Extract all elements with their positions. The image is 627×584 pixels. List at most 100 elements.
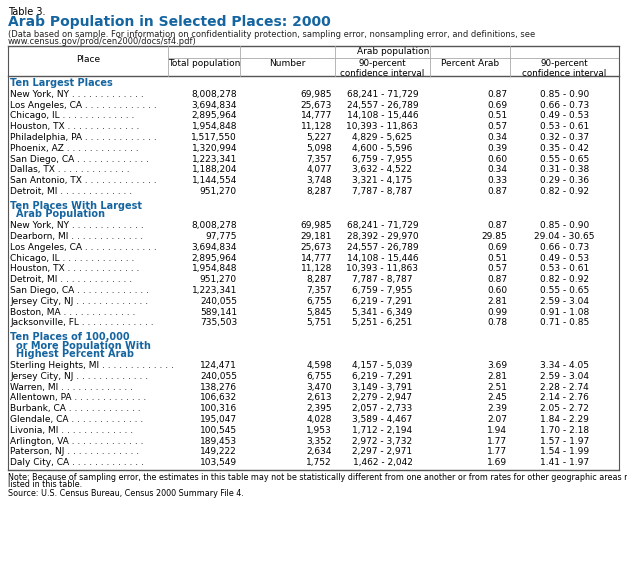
Text: 3,470: 3,470 <box>307 383 332 391</box>
Text: 2.51: 2.51 <box>487 383 507 391</box>
Text: 106,632: 106,632 <box>200 393 237 402</box>
Text: Paterson, NJ . . . . . . . . . . . . .: Paterson, NJ . . . . . . . . . . . . . <box>10 447 139 456</box>
Text: 2.81: 2.81 <box>487 297 507 305</box>
Text: 951,270: 951,270 <box>200 275 237 284</box>
Text: 124,471: 124,471 <box>200 361 237 370</box>
Text: 6,759 - 7,955: 6,759 - 7,955 <box>352 155 413 164</box>
Text: San Diego, CA . . . . . . . . . . . . .: San Diego, CA . . . . . . . . . . . . . <box>10 155 149 164</box>
Text: 5,341 - 6,349: 5,341 - 6,349 <box>352 308 413 317</box>
Text: Houston, TX . . . . . . . . . . . . .: Houston, TX . . . . . . . . . . . . . <box>10 265 139 273</box>
Text: 0.53 - 0.61: 0.53 - 0.61 <box>540 265 589 273</box>
Text: Warren, MI . . . . . . . . . . . . .: Warren, MI . . . . . . . . . . . . . <box>10 383 133 391</box>
Text: 0.60: 0.60 <box>487 286 507 295</box>
Text: Sterling Heights, MI . . . . . . . . . . . . .: Sterling Heights, MI . . . . . . . . . .… <box>10 361 174 370</box>
Text: 0.78: 0.78 <box>487 318 507 327</box>
Text: 68,241 - 71,729: 68,241 - 71,729 <box>347 90 418 99</box>
Text: 6,755: 6,755 <box>306 371 332 381</box>
Text: or More Population With: or More Population With <box>16 340 151 350</box>
Text: Percent Arab: Percent Arab <box>441 59 499 68</box>
Text: New York, NY . . . . . . . . . . . . .: New York, NY . . . . . . . . . . . . . <box>10 221 144 230</box>
Text: 3,321 - 4,175: 3,321 - 4,175 <box>352 176 413 185</box>
Text: Los Angeles, CA . . . . . . . . . . . . .: Los Angeles, CA . . . . . . . . . . . . … <box>10 243 157 252</box>
Text: Daly City, CA . . . . . . . . . . . . .: Daly City, CA . . . . . . . . . . . . . <box>10 458 144 467</box>
Text: 735,503: 735,503 <box>200 318 237 327</box>
Text: 11,128: 11,128 <box>300 265 332 273</box>
Text: 0.33: 0.33 <box>487 176 507 185</box>
Text: (Data based on sample. For information on confidentiality protection, sampling e: (Data based on sample. For information o… <box>8 30 535 39</box>
Text: 6,219 - 7,291: 6,219 - 7,291 <box>352 371 413 381</box>
Text: 1,953: 1,953 <box>306 426 332 434</box>
Text: Detroit, MI . . . . . . . . . . . . .: Detroit, MI . . . . . . . . . . . . . <box>10 187 132 196</box>
Text: 28,392 - 29,970: 28,392 - 29,970 <box>347 232 418 241</box>
Text: Ten Places of 100,000: Ten Places of 100,000 <box>10 332 130 342</box>
Text: Chicago, IL . . . . . . . . . . . . .: Chicago, IL . . . . . . . . . . . . . <box>10 112 134 120</box>
Text: 7,357: 7,357 <box>306 286 332 295</box>
Text: 1,954,848: 1,954,848 <box>191 265 237 273</box>
Text: 14,777: 14,777 <box>300 112 332 120</box>
Text: 2,895,964: 2,895,964 <box>191 112 237 120</box>
Text: 90-percent
confidence interval: 90-percent confidence interval <box>340 59 424 78</box>
Text: Houston, TX . . . . . . . . . . . . .: Houston, TX . . . . . . . . . . . . . <box>10 122 139 131</box>
Text: 8,008,278: 8,008,278 <box>191 90 237 99</box>
Text: 240,055: 240,055 <box>200 297 237 305</box>
Text: Ten Largest Places: Ten Largest Places <box>10 78 113 88</box>
Text: 2.14 - 2.76: 2.14 - 2.76 <box>540 393 589 402</box>
Text: 0.34: 0.34 <box>487 165 507 175</box>
Text: Number: Number <box>270 59 306 68</box>
Text: 0.66 - 0.73: 0.66 - 0.73 <box>540 100 589 110</box>
Text: 2,057 - 2,733: 2,057 - 2,733 <box>352 404 413 413</box>
Text: 8,008,278: 8,008,278 <box>191 221 237 230</box>
Text: San Diego, CA . . . . . . . . . . . . .: San Diego, CA . . . . . . . . . . . . . <box>10 286 149 295</box>
Text: 0.53 - 0.61: 0.53 - 0.61 <box>540 122 589 131</box>
Text: 240,055: 240,055 <box>200 371 237 381</box>
Text: 29.85: 29.85 <box>482 232 507 241</box>
Text: 2.05 - 2.72: 2.05 - 2.72 <box>540 404 589 413</box>
Text: 100,316: 100,316 <box>200 404 237 413</box>
Text: 10,393 - 11,863: 10,393 - 11,863 <box>347 265 418 273</box>
Text: 8,287: 8,287 <box>307 275 332 284</box>
Text: 0.60: 0.60 <box>487 155 507 164</box>
Text: listed in this table.: listed in this table. <box>8 480 82 489</box>
Text: Allentown, PA . . . . . . . . . . . . .: Allentown, PA . . . . . . . . . . . . . <box>10 393 146 402</box>
Text: 6,759 - 7,955: 6,759 - 7,955 <box>352 286 413 295</box>
Text: 2.07: 2.07 <box>487 415 507 424</box>
Text: 0.51: 0.51 <box>487 112 507 120</box>
Text: 3,149 - 3,791: 3,149 - 3,791 <box>352 383 413 391</box>
Text: 14,108 - 15,446: 14,108 - 15,446 <box>347 112 418 120</box>
Text: 0.57: 0.57 <box>487 122 507 131</box>
Text: 4,077: 4,077 <box>307 165 332 175</box>
Text: 5,098: 5,098 <box>306 144 332 153</box>
Text: Burbank, CA . . . . . . . . . . . . .: Burbank, CA . . . . . . . . . . . . . <box>10 404 140 413</box>
Text: 2,279 - 2,947: 2,279 - 2,947 <box>352 393 413 402</box>
Text: Note: Because of sampling error, the estimates in this table may not be statisti: Note: Because of sampling error, the est… <box>8 473 627 482</box>
Text: 0.66 - 0.73: 0.66 - 0.73 <box>540 243 589 252</box>
Text: 1,223,341: 1,223,341 <box>192 155 237 164</box>
Text: 0.87: 0.87 <box>487 275 507 284</box>
Text: 2,895,964: 2,895,964 <box>191 253 237 262</box>
Text: 68,241 - 71,729: 68,241 - 71,729 <box>347 221 418 230</box>
Text: Arab Population in Selected Places: 2000: Arab Population in Selected Places: 2000 <box>8 15 331 29</box>
Text: 5,251 - 6,251: 5,251 - 6,251 <box>352 318 413 327</box>
Text: Boston, MA . . . . . . . . . . . . .: Boston, MA . . . . . . . . . . . . . <box>10 308 135 317</box>
Text: Arab population: Arab population <box>357 47 429 56</box>
Text: Detroit, MI . . . . . . . . . . . . .: Detroit, MI . . . . . . . . . . . . . <box>10 275 132 284</box>
Text: 138,276: 138,276 <box>200 383 237 391</box>
Text: 1,712 - 2,194: 1,712 - 2,194 <box>352 426 413 434</box>
Text: 3,352: 3,352 <box>307 436 332 446</box>
Text: 3.69: 3.69 <box>487 361 507 370</box>
Text: 4,600 - 5,596: 4,600 - 5,596 <box>352 144 413 153</box>
Text: 29.04 - 30.65: 29.04 - 30.65 <box>534 232 595 241</box>
Text: Dearborn, MI . . . . . . . . . . . . .: Dearborn, MI . . . . . . . . . . . . . <box>10 232 143 241</box>
Text: 0.69: 0.69 <box>487 100 507 110</box>
Text: 3.34 - 4.05: 3.34 - 4.05 <box>540 361 589 370</box>
Text: 0.71 - 0.85: 0.71 - 0.85 <box>540 318 589 327</box>
Text: 0.29 - 0.36: 0.29 - 0.36 <box>540 176 589 185</box>
Text: 0.99: 0.99 <box>487 308 507 317</box>
Text: 0.91 - 1.08: 0.91 - 1.08 <box>540 308 589 317</box>
Text: 3,694,834: 3,694,834 <box>191 100 237 110</box>
Text: 0.31 - 0.38: 0.31 - 0.38 <box>540 165 589 175</box>
Text: 1,188,204: 1,188,204 <box>191 165 237 175</box>
Text: 2.28 - 2.74: 2.28 - 2.74 <box>540 383 589 391</box>
Text: 1,954,848: 1,954,848 <box>191 122 237 131</box>
Text: 0.87: 0.87 <box>487 90 507 99</box>
